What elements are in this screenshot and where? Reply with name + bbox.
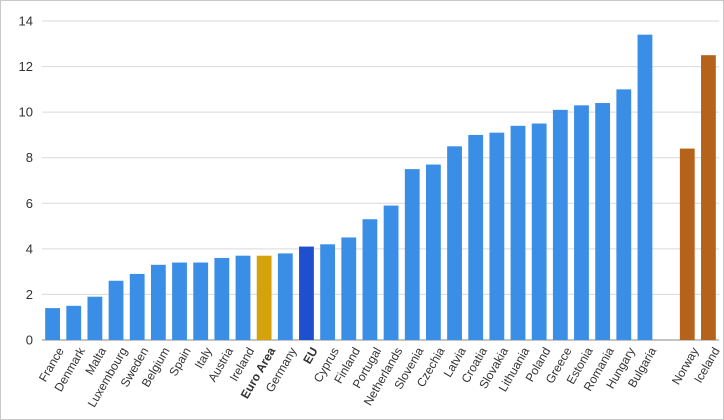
bar [45,308,60,340]
bars [45,34,716,341]
y-tick-label: 6 [26,196,33,211]
bar [489,132,505,340]
y-tick-label: 12 [19,59,33,74]
bar [87,296,103,340]
bar [447,146,462,340]
y-tick-label: 14 [19,14,33,29]
y-axis-ticks: 0 2 4 6 8 10 12 14 [19,14,33,348]
bar [637,34,653,341]
bar [425,164,441,340]
bar [108,280,124,340]
bar [679,148,695,340]
bar [616,89,632,340]
y-tick-label: 10 [19,105,33,120]
bar [595,103,611,341]
bar [150,264,166,340]
bar [172,262,187,340]
bar [129,273,145,340]
bar [235,255,251,340]
x-axis-labels: FranceDenmarkMaltaLuxembourgSwedenBelgiu… [36,344,723,410]
bar [66,305,82,340]
y-tick-label: 4 [26,241,33,256]
bar [341,237,357,340]
y-tick-label: 0 [26,333,33,348]
bar [383,205,399,340]
x-tick-label: EU [300,345,320,366]
bar [299,246,314,340]
bar [468,134,484,340]
y-tick-label: 8 [26,150,33,165]
bar [277,253,293,340]
y-tick-label: 2 [26,287,33,302]
bar [362,219,378,340]
x-tick-label: Spain [166,345,193,379]
bar [574,105,589,340]
bar [531,123,547,341]
bar [510,125,526,340]
bar [320,244,336,340]
bar [193,262,209,340]
bar [404,169,420,340]
bar [701,55,716,341]
bar [256,255,272,340]
bar [552,109,568,340]
bar [214,257,230,340]
